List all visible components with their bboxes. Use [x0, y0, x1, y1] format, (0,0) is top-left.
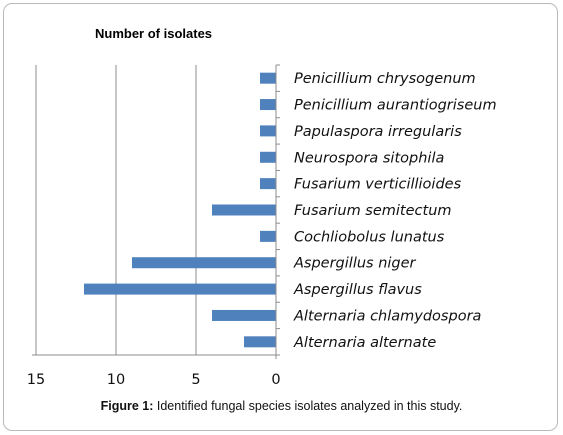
tick-label-5: 5 [191, 372, 200, 388]
category-label: Aspergillus niger [293, 256, 417, 272]
category-label: Penicillium aurantiogriseum [294, 98, 497, 114]
gridlines [35, 65, 197, 355]
figure-caption: Figure 1: Identified fungal species isol… [0, 399, 563, 413]
category-label: Alternaria chlamydospora [293, 308, 481, 324]
bars [84, 72, 276, 348]
category-label: Alternaria alternate [293, 335, 436, 351]
tick-label-10: 10 [107, 372, 125, 388]
bar-cochliobolus-lunatus [260, 230, 276, 242]
category-label: Neurospora sitophila [294, 150, 444, 166]
category-label: Fusarium verticillioides [294, 177, 462, 193]
category-label: Cochliobolus lunatus [294, 229, 445, 245]
bar-papulaspora-irregularis [260, 125, 276, 137]
axes [32, 64, 280, 359]
category-label: Papulaspora irregularis [294, 124, 462, 140]
category-labels: Penicillium chrysogenum Penicillium auran… [293, 71, 497, 351]
bar-neurospora-sitophila [260, 151, 276, 163]
category-label: Penicillium chrysogenum [294, 71, 476, 87]
tick-label-0: 0 [271, 372, 280, 388]
bar-fusarium-verticillioides [260, 178, 276, 190]
bar-penicillium-chrysogenum [260, 72, 276, 84]
bar-chart: Penicillium chrysogenum Penicillium auran… [27, 64, 497, 388]
figure-frame [3, 3, 558, 431]
tick-label-15: 15 [27, 372, 45, 388]
bar-aspergillus-flavus [84, 283, 276, 295]
category-label: Aspergillus flavus [293, 282, 422, 298]
bar-penicillium-aurantiogriseum [260, 99, 276, 111]
bar-alternaria-alternate [244, 336, 276, 348]
bar-aspergillus-niger [132, 257, 276, 269]
chart-title: Number of isolates [95, 26, 213, 41]
caption-text: Identified fungal species isolates analy… [156, 399, 463, 413]
bar-alternaria-chlamydospora [212, 309, 276, 321]
category-label: Fusarium semitectum [294, 203, 452, 219]
tick-labels: 15 10 5 0 [27, 372, 281, 388]
caption-label: Figure 1: [100, 399, 154, 413]
bar-fusarium-semitectum [212, 204, 276, 216]
